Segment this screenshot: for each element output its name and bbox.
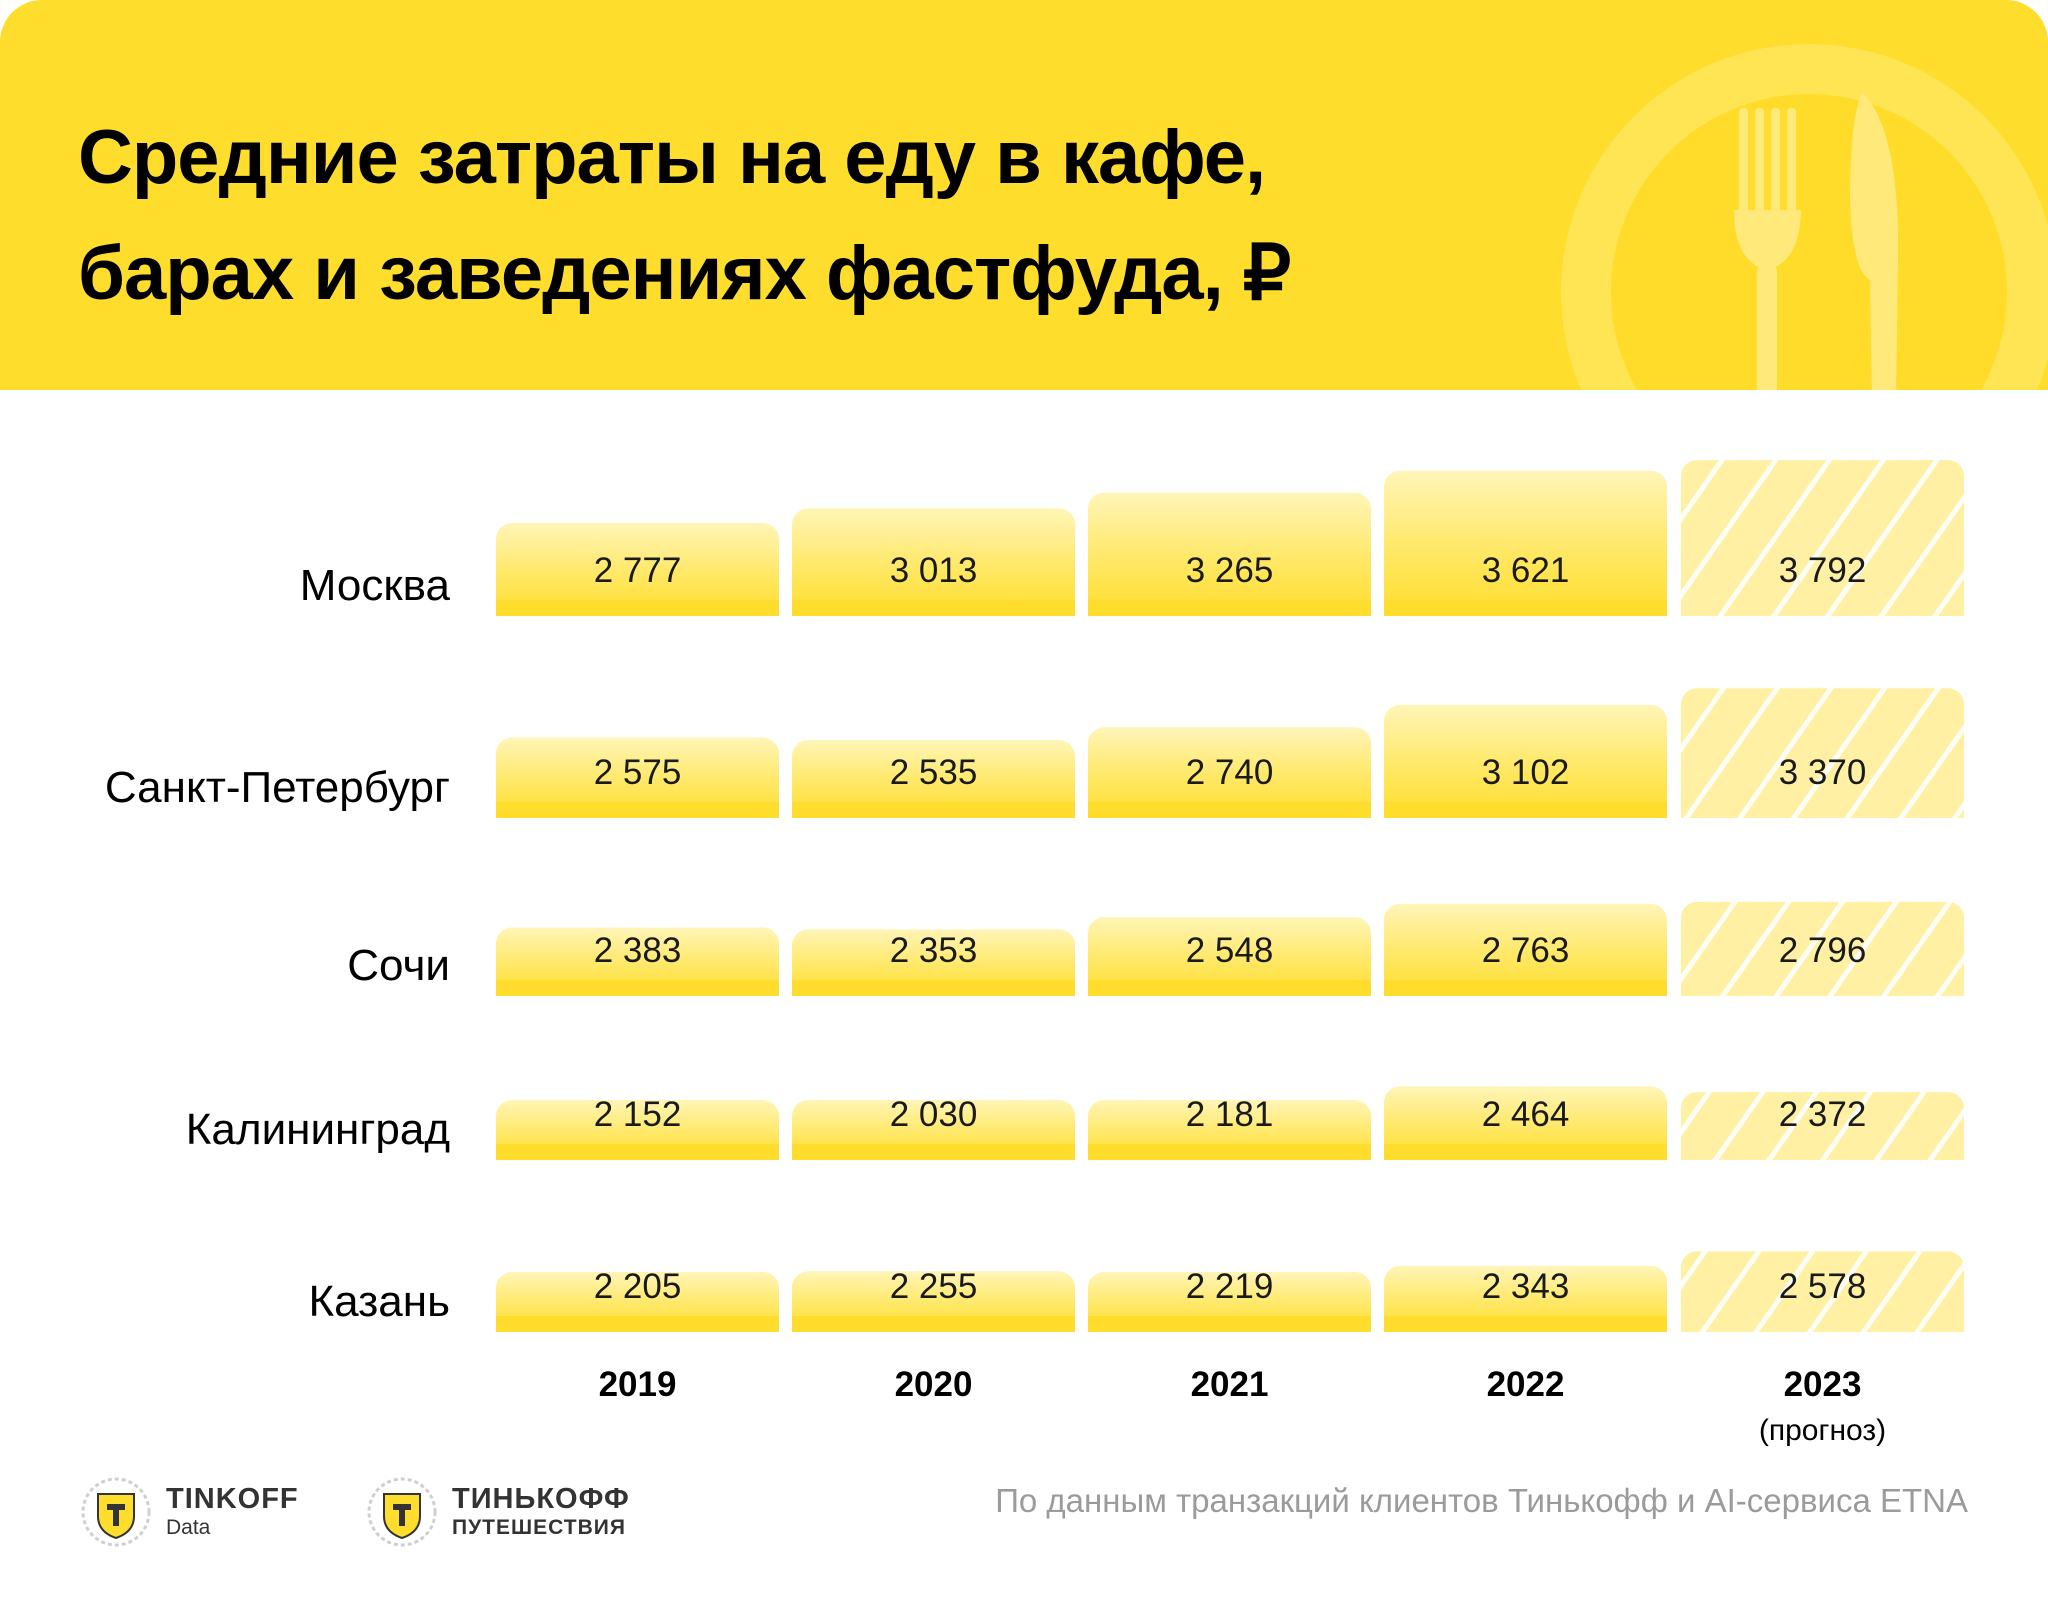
tinkoff-travel-brand: ТИНЬКОФФ ПУТЕШЕСТВИЯ [366,1472,630,1552]
header-banner: Средние затраты на еду в кафе, барах и з… [0,0,2048,390]
bar-base [1681,1144,1964,1160]
forecast-bar [1681,688,1964,818]
bar-base [1088,802,1371,818]
bar-value-label: 2 777 [594,551,682,590]
tinkoff-shield-logo-icon [81,1477,151,1547]
forecast-bar [1681,1092,1964,1160]
bar-base [1681,600,1964,616]
bar-value-label: 2 763 [1482,931,1570,970]
forecast-bar [1681,1251,1964,1332]
bar-value-label: 2 535 [890,753,978,792]
bar [496,737,779,818]
bar-value-label: 3 792 [1779,551,1867,590]
bar [1088,727,1371,818]
brand-subtitle: ПУТЕШЕСТВИЯ [452,1516,626,1539]
brand-subtitle: Data [166,1516,211,1539]
tinkoff-shield-logo-icon [367,1477,437,1547]
bar [1384,903,1667,996]
bar-value-label: 2 353 [890,931,978,970]
bar-value-label: 2 152 [594,1095,682,1134]
bar [792,740,1075,818]
city-label: Калининград [186,1105,450,1154]
year-label: 2021 [1191,1365,1269,1404]
brand-name: ТИНЬКОФФ [452,1483,630,1515]
brand-name: TINKOFF [166,1483,299,1515]
bar-base [1088,1316,1371,1332]
labels-layer: Москва 2 777 3 013 3 265 3 621 3 792 Санкт-Пет… [105,551,1886,1447]
bar [1384,470,1667,616]
bar-value-label: 2 372 [1779,1095,1867,1134]
bar-value-label: 2 575 [594,753,682,792]
bar-value-label: 2 464 [1482,1095,1570,1134]
bar-chart: Москва 2 777 3 013 3 265 3 621 3 792 Санкт-Пет… [105,460,1964,1447]
bar [1384,1265,1667,1332]
bar-base [1088,980,1371,996]
bar-value-label: 2 548 [1186,931,1274,970]
chart-title: Средние затраты на еду в кафе, барах и з… [78,100,1458,332]
tinkoff-data-brand: TINKOFF Data [80,1472,299,1552]
bar [1384,704,1667,818]
year-label: 2020 [895,1365,973,1404]
bar-base [1088,600,1371,616]
bar-base [496,802,779,818]
bar-base [1384,802,1667,818]
bar [792,508,1075,616]
bar-base [1384,1316,1667,1332]
bar-value-label: 2 219 [1186,1267,1274,1306]
bar-value-label: 2 740 [1186,753,1274,792]
bar-base [1681,802,1964,818]
bar-base [792,600,1075,616]
bar [1088,917,1371,996]
title-line-1: Средние затраты на еду в кафе, [78,115,1266,200]
bar-value-label: 3 013 [890,551,978,590]
bar-value-label: 2 578 [1779,1267,1867,1306]
bar-value-label: 2 796 [1779,931,1867,970]
bar-base [792,802,1075,818]
bar [792,929,1075,996]
forecast-bar [1681,901,1964,996]
bar-value-label: 2 383 [594,931,682,970]
bar-base [1384,1144,1667,1160]
forecast-note: (прогноз) [1759,1414,1886,1447]
bar-value-label: 3 370 [1779,753,1867,792]
bar [1088,492,1371,616]
bar-base [496,1316,779,1332]
bar-base [792,1144,1075,1160]
bar-base [1384,600,1667,616]
bar-base [1088,1144,1371,1160]
bar [1384,1086,1667,1160]
bar-value-label: 3 621 [1482,551,1570,590]
bar-base [792,1316,1075,1332]
bar-value-label: 2 205 [594,1267,682,1306]
bar-value-label: 2 181 [1186,1095,1274,1134]
bar-value-label: 2 255 [890,1267,978,1306]
city-label: Казань [309,1277,450,1326]
bar-value-label: 2 343 [1482,1267,1570,1306]
year-label: 2019 [599,1365,677,1404]
bar-value-label: 3 265 [1186,551,1274,590]
title-line-2: барах и заведениях фастфуда, ₽ [78,231,1291,316]
bar-value-label: 2 030 [890,1095,978,1134]
bar [496,927,779,996]
bar-base [1681,980,1964,996]
bar [496,523,779,616]
city-label: Санкт-Петербург [105,763,450,812]
source-note: По данным транзакций клиентов Тинькофф и… [995,1482,1968,1519]
bar-value-label: 3 102 [1482,753,1570,792]
bar-base [496,600,779,616]
year-label: 2022 [1487,1365,1565,1404]
bars-layer [496,460,1964,1332]
bar-base [792,980,1075,996]
city-label: Сочи [347,941,450,990]
bar-base [496,1144,779,1160]
city-label: Москва [300,561,451,610]
year-label: 2023 [1784,1365,1862,1404]
bar-base [1681,1316,1964,1332]
bar-base [1384,980,1667,996]
bar-base [496,980,779,996]
forecast-bar [1681,460,1964,616]
plate-fork-knife-icon [1561,44,2048,390]
